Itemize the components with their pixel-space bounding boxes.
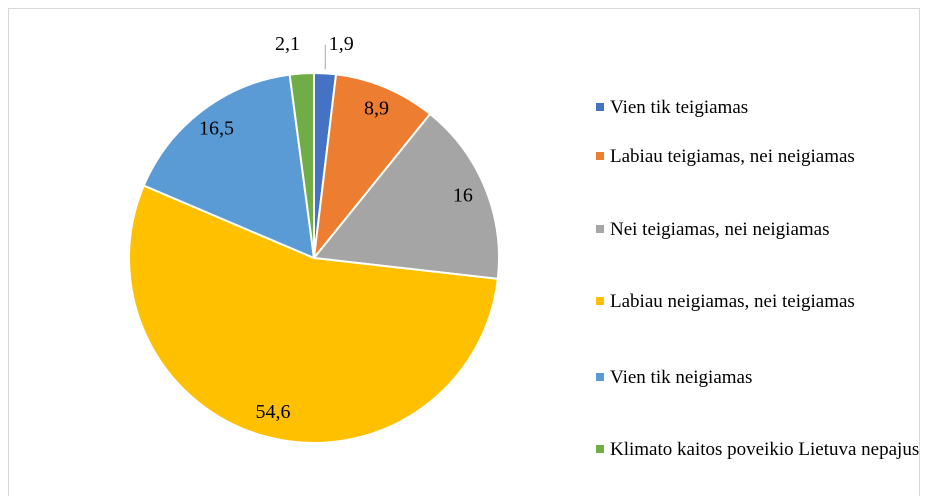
- legend-item: Labiau neigiamas, nei teigiamas: [596, 288, 928, 316]
- legend-item: Nei teigiamas, nei neigiamas: [596, 216, 928, 244]
- leader-line: [324, 44, 326, 70]
- legend-item: Klimato kaitos poveikio Lietuva nepajus: [596, 436, 928, 464]
- legend-swatch: [596, 297, 604, 305]
- legend-label: Vien tik teigiamas: [610, 97, 749, 118]
- legend-item: Vien tik teigiamas: [596, 94, 928, 122]
- legend-label: Labiau teigiamas, nei neigiamas: [610, 146, 855, 167]
- legend-swatch: [596, 152, 604, 160]
- data-label: 8,9: [364, 97, 389, 119]
- legend-swatch: [596, 445, 604, 453]
- legend-label: Nei teigiamas, nei neigiamas: [610, 219, 830, 240]
- legend-item: Vien tik neigiamas: [596, 364, 928, 392]
- pie-slice: [288, 71, 315, 259]
- legend-swatch: [596, 103, 604, 111]
- pie-slice: [142, 73, 316, 260]
- legend-swatch: [596, 225, 604, 233]
- pie-slice: [312, 73, 432, 262]
- data-label: 54,6: [255, 401, 290, 423]
- pie-slice: [128, 184, 499, 444]
- data-label: 1,9: [329, 33, 354, 55]
- legend-label: Klimato kaitos poveikio Lietuva nepajus: [610, 439, 920, 460]
- data-label: 16,5: [199, 117, 234, 139]
- legend-swatch: [596, 373, 604, 381]
- data-label: 16: [453, 184, 473, 206]
- legend-item: Labiau teigiamas, nei neigiamas: [596, 143, 928, 171]
- legend-label: Vien tik neigiamas: [610, 367, 753, 388]
- chart-border: [8, 8, 920, 496]
- data-label: 2,1: [275, 33, 300, 55]
- pie-slice: [312, 112, 500, 280]
- legend-label: Labiau neigiamas, nei teigiamas: [610, 291, 855, 312]
